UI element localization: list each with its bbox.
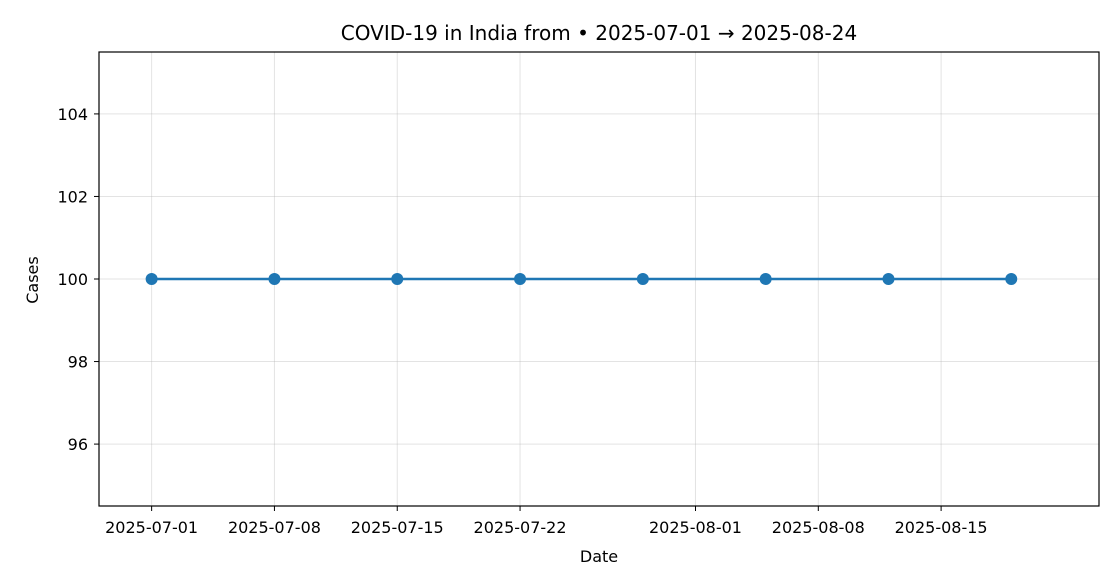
x-tick-label: 2025-07-22 xyxy=(474,518,567,537)
data-point xyxy=(145,273,158,285)
data-point xyxy=(882,273,895,285)
x-tick-label: 2025-08-08 xyxy=(772,518,865,537)
y-tick-label: 104 xyxy=(57,105,88,124)
data-point xyxy=(268,273,281,285)
ticks: 2025-07-01 2025-07-08 2025-07-15 2025-07-22… xyxy=(57,105,987,537)
x-tick-label: 2025-07-08 xyxy=(228,518,321,537)
x-axis-label: Date xyxy=(580,547,618,566)
data-point xyxy=(759,273,772,285)
y-tick-label: 98 xyxy=(68,353,88,372)
data-point xyxy=(514,273,527,285)
data-point xyxy=(636,273,649,285)
y-tick-label: 96 xyxy=(68,435,88,454)
x-tick-label: 2025-07-01 xyxy=(105,518,198,537)
x-tick-label: 2025-08-15 xyxy=(895,518,988,537)
y-tick-label: 100 xyxy=(57,270,88,289)
x-tick-label: 2025-08-01 xyxy=(649,518,742,537)
y-axis-label: Cases xyxy=(23,256,42,304)
y-tick-label: 102 xyxy=(57,187,88,206)
data-point xyxy=(1005,273,1018,285)
series-layer xyxy=(145,273,1018,285)
x-tick-label: 2025-07-15 xyxy=(351,518,444,537)
data-point xyxy=(391,273,404,285)
chart-title: COVID-19 in India from • 2025-07-01 → 20… xyxy=(341,21,857,45)
